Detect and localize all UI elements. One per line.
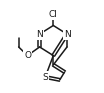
Text: S: S: [42, 73, 48, 82]
Text: N: N: [36, 30, 43, 39]
Text: N: N: [64, 30, 70, 39]
Text: Cl: Cl: [49, 10, 58, 19]
Text: O: O: [24, 51, 31, 60]
